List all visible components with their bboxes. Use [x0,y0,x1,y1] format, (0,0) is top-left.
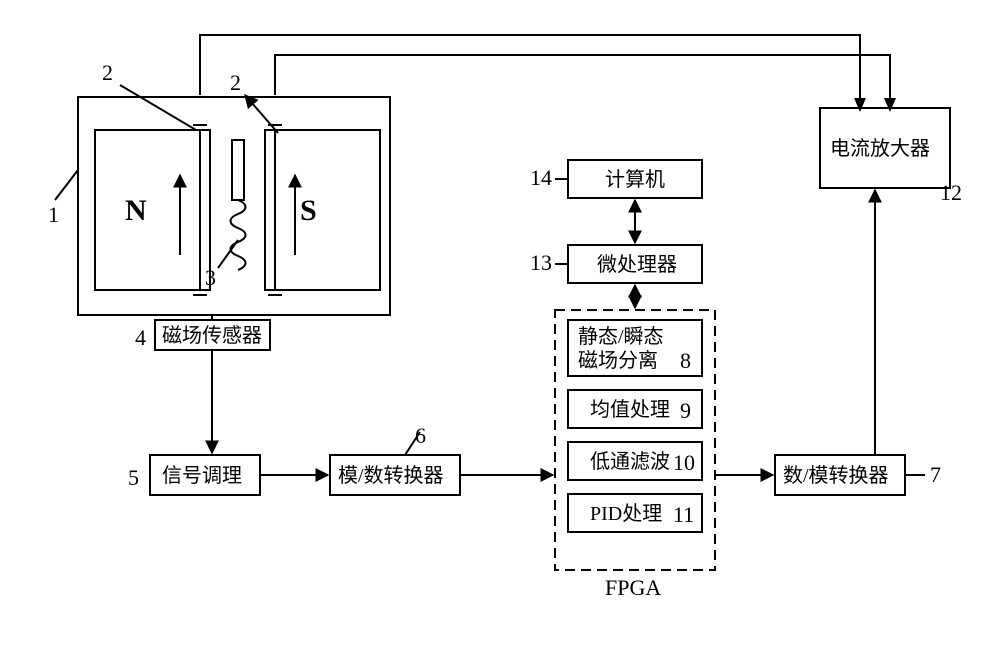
num-1: 1 [48,202,59,227]
fpga-avg-text: 均值处理 [590,398,670,421]
fpga-label: FPGA [605,575,661,600]
fpga-lpf-text: 低通滤波 [590,450,670,473]
sensor-text: 磁场传感器 [162,324,262,347]
num-13: 13 [530,250,552,275]
magnet-n-letter: N [125,194,147,227]
fpga-sep-l1: 静态/瞬态 [578,325,664,348]
num-7: 7 [930,462,941,487]
magnet-s-letter: S [300,194,317,227]
cond-text: 信号调理 [162,464,242,487]
pc-text: 计算机 [605,168,665,191]
num-9: 9 [680,398,691,423]
num-8: 8 [680,348,691,373]
adc-text: 模/数转换器 [338,464,444,487]
num-11: 11 [673,502,694,527]
num-12: 12 [940,180,962,205]
magnet-s [265,130,380,290]
num-14: 14 [530,165,552,190]
num-10: 10 [673,450,695,475]
num-2-left: 2 [102,60,113,85]
num-2-right: 2 [230,70,241,95]
fpga-pid-text: PID处理 [590,502,662,525]
fpga-sep-l2: 磁场分离 [578,349,658,372]
amp-text: 电流放大器 [830,137,930,160]
magnet-n [95,130,210,290]
num-4: 4 [135,325,146,350]
dac-text: 数/模转换器 [783,464,889,487]
num-5: 5 [128,465,139,490]
leader-1 [55,170,78,200]
mcu-text: 微处理器 [597,253,677,276]
num-3: 3 [205,265,216,290]
